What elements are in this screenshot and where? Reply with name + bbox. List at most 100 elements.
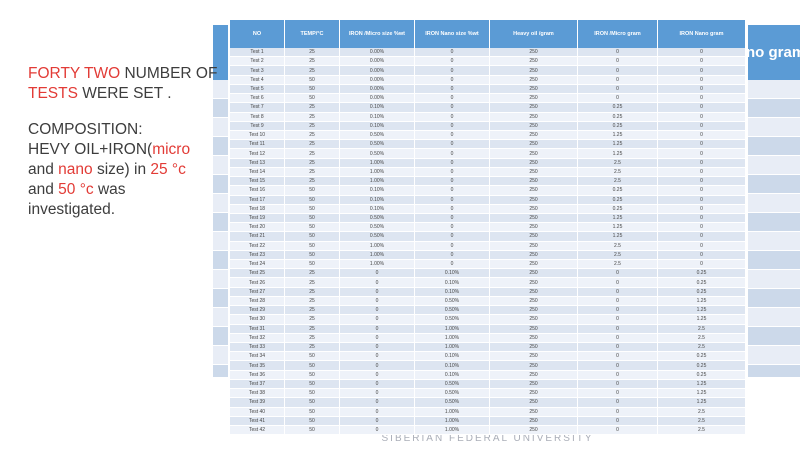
table-cell: Test 35 xyxy=(230,361,285,371)
table-cell: Test 23 xyxy=(230,250,285,261)
table-row: Test 35 50 0 0.10% 250 0 0.25 xyxy=(230,361,745,371)
table-row: Test 28 25 0 0.50% 250 0 1.25 xyxy=(230,296,745,307)
text-segment: and xyxy=(28,161,59,178)
table-cell: 250 xyxy=(490,84,578,95)
table-cell: 50 xyxy=(285,370,340,380)
background-table-row xyxy=(213,251,228,269)
table-cell: 0 xyxy=(658,103,745,113)
table-cell: Test 39 xyxy=(230,398,285,408)
table-cell: 0 xyxy=(415,260,490,270)
table-cell: 0 xyxy=(340,324,415,334)
table-cell: 0.10% xyxy=(340,195,415,205)
table-cell: 25 xyxy=(285,57,340,67)
table-cell: 0 xyxy=(578,416,658,426)
table-cell: 0 xyxy=(340,416,415,426)
text-segment: investigated. xyxy=(28,201,116,218)
table-cell: 0.00% xyxy=(340,57,415,67)
table-cell: Test 34 xyxy=(230,352,285,362)
table-cell: 50 xyxy=(285,204,340,214)
table-cell: Test 38 xyxy=(230,389,285,399)
background-table-row xyxy=(748,232,800,250)
table-cell: 0 xyxy=(578,333,658,343)
text-line: investigated. xyxy=(28,200,223,220)
table-row: Test 11 25 0.50% 0 250 1.25 0 xyxy=(230,140,745,150)
background-table-row xyxy=(748,213,800,231)
table-cell: 0 xyxy=(658,75,745,85)
table-row: Test 21 50 0.50% 0 250 1.25 0 xyxy=(230,232,745,242)
table-cell: Test 40 xyxy=(230,407,285,417)
table-cell: 50 xyxy=(285,223,340,233)
table-cell: 0 xyxy=(578,352,658,362)
paragraph-gap xyxy=(28,104,223,120)
table-cell: 250 xyxy=(490,195,578,205)
table-cell: Test 10 xyxy=(230,130,285,141)
table-cell: 250 xyxy=(490,75,578,85)
text-segment: WERE SET . xyxy=(77,85,172,102)
table-cell: 0 xyxy=(658,223,745,233)
table-cell: 50 xyxy=(285,260,340,270)
table-cell: Test 30 xyxy=(230,315,285,325)
table-cell: 1.25 xyxy=(658,315,745,325)
table-cell: 0 xyxy=(415,75,490,85)
table-cell: 25 xyxy=(285,306,340,316)
table-cell: 0 xyxy=(415,241,490,251)
table-cell: 25 xyxy=(285,158,340,168)
table-cell: 0 xyxy=(340,361,415,371)
table-cell: 2.5 xyxy=(658,425,745,436)
table-cell: 50 xyxy=(285,241,340,251)
table-cell: 0.25 xyxy=(658,278,745,288)
table-cell: 50 xyxy=(285,213,340,224)
table-cell: 0.25 xyxy=(658,370,745,380)
table-cell: 0 xyxy=(578,269,658,279)
text-line: and 50 °c was xyxy=(28,180,223,200)
table-cell: 0.25 xyxy=(578,103,658,113)
table-row: Test 1 25 0.00% 0 250 0 0 xyxy=(230,48,745,58)
background-table-row xyxy=(748,99,800,117)
table-cell: 250 xyxy=(490,398,578,408)
table-row: Test 10 25 0.50% 0 250 1.25 0 xyxy=(230,130,745,141)
table-cell: 25 xyxy=(285,343,340,353)
table-cell: 0 xyxy=(658,66,745,76)
table-cell: 2.5 xyxy=(658,324,745,334)
table-cell: 50 xyxy=(285,389,340,399)
highlighted-text-segment: micro xyxy=(152,141,191,158)
table-cell: 250 xyxy=(490,324,578,334)
table-cell: 0.00% xyxy=(340,75,415,85)
table-cell: 25 xyxy=(285,121,340,131)
table-cell: 1.00% xyxy=(340,177,415,187)
table-row: Test 37 50 0 0.50% 250 0 1.25 xyxy=(230,379,745,390)
table-cell: 0 xyxy=(340,379,415,390)
table-cell: 0 xyxy=(340,370,415,380)
table-cell: Test 18 xyxy=(230,204,285,214)
table-row: Test 17 50 0.10% 0 250 0.25 0 xyxy=(230,195,745,205)
background-table-row xyxy=(748,346,800,364)
column-header: IRON Nano size %wt xyxy=(415,20,490,48)
table-cell: 50 xyxy=(285,195,340,205)
table-cell: 250 xyxy=(490,66,578,76)
table-cell: 0 xyxy=(578,94,658,104)
table-cell: 250 xyxy=(490,296,578,307)
table-cell: 0.00% xyxy=(340,84,415,95)
highlighted-text-segment: 50 °c xyxy=(58,181,94,198)
table-cell: 0 xyxy=(415,213,490,224)
background-table-row xyxy=(748,251,800,269)
university-footer-text: SIBERIAN FEDERAL UNIVERSITY xyxy=(381,433,594,444)
background-table-row xyxy=(213,346,228,364)
table-cell: 1.25 xyxy=(578,223,658,233)
table-cell: 250 xyxy=(490,241,578,251)
table-cell: 0 xyxy=(658,112,745,122)
table-cell: 0 xyxy=(340,343,415,353)
table-cell: Test 42 xyxy=(230,425,285,436)
table-cell: 50 xyxy=(285,352,340,362)
table-cell: 250 xyxy=(490,343,578,353)
table-cell: 50 xyxy=(285,398,340,408)
table-row: Test 33 25 0 1.00% 250 0 2.5 xyxy=(230,343,745,353)
table-row: Test 18 50 0.10% 0 250 0.25 0 xyxy=(230,204,745,214)
background-table-row xyxy=(213,289,228,307)
table-cell: 0.50% xyxy=(415,398,490,408)
table-cell: 0 xyxy=(578,398,658,408)
background-table-row xyxy=(213,118,228,136)
table-cell: 250 xyxy=(490,232,578,242)
text-segment: NUMBER OF xyxy=(124,65,218,82)
table-cell: 2.5 xyxy=(578,177,658,187)
